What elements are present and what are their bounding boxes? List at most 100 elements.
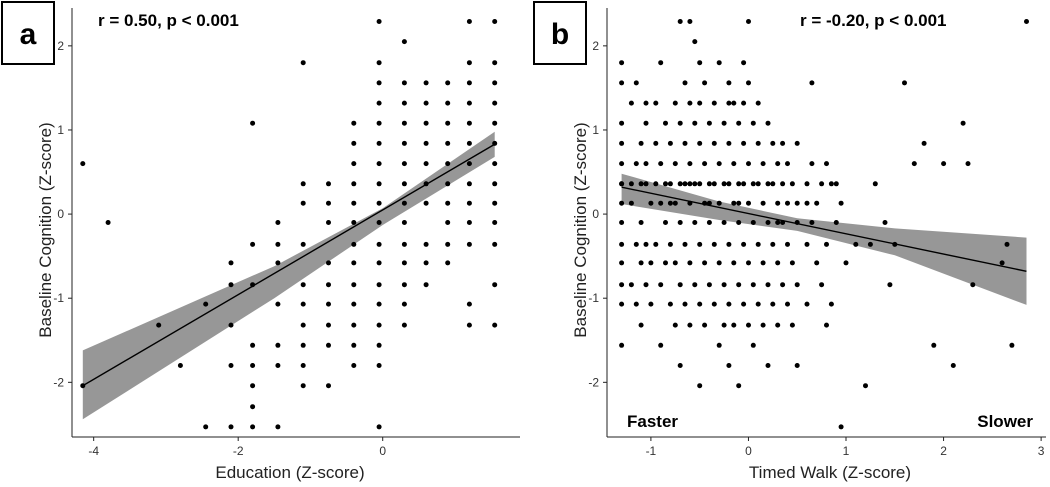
panel-b-data-point	[960, 120, 966, 126]
panel-b-data-point	[921, 140, 927, 146]
panel-b-data-point	[716, 60, 722, 66]
panel-b-data-point	[843, 260, 849, 266]
panel-b-data-point	[653, 241, 659, 247]
panel-b-data-point	[697, 301, 703, 307]
panel-b-data-point	[741, 181, 747, 187]
panel-b-data-point	[736, 200, 742, 206]
panel-a-data-point	[250, 342, 256, 348]
panel-b-data-point	[648, 200, 654, 206]
panel-b-data-point	[1004, 241, 1010, 247]
panel-b-data-point	[965, 161, 971, 167]
panel-b-data-point	[672, 260, 678, 266]
panel-b-data-point	[663, 181, 668, 187]
panel-b-data-point	[697, 140, 703, 146]
panel-b-data-point	[750, 220, 756, 225]
panel-b-data-point	[643, 241, 649, 247]
panel-b-data-point	[755, 181, 761, 187]
panel-b-data-point	[687, 260, 693, 266]
panel-a-data-point	[466, 161, 472, 167]
panel-a-data-point	[203, 424, 209, 430]
panel-a-data-point	[423, 260, 429, 266]
panel-b-data-point	[672, 322, 678, 328]
panel-b-data-point	[804, 301, 810, 307]
panel-a-data-point	[326, 220, 331, 225]
panel-b-data-point	[872, 181, 878, 187]
panel-b-data-point	[911, 161, 917, 167]
panel-b-data-point	[667, 301, 673, 307]
panel-a-data-point	[423, 120, 429, 126]
panel-b-data-point	[819, 181, 825, 187]
panel-b-data-point	[716, 200, 722, 206]
panel-b-data-point	[619, 60, 625, 66]
panel-a-data-point	[351, 200, 357, 206]
panel-b-data-point	[667, 241, 673, 247]
panel-a-data-point	[376, 322, 382, 328]
panel-a-data-point	[401, 181, 407, 187]
panel-b-data-point	[682, 80, 688, 86]
panel-b-data-point	[887, 282, 893, 288]
panel-a-data-point	[445, 161, 451, 167]
panel-b-data-point	[731, 161, 737, 167]
panel-b-data-point	[902, 80, 907, 86]
panel-b-data-point	[941, 161, 947, 167]
panel-b-data-point	[633, 301, 639, 307]
panel-b-data-point	[687, 19, 693, 24]
panel-b-data-point	[770, 241, 776, 247]
panel-a-data-point	[300, 282, 306, 288]
panel-b-data-point	[663, 220, 668, 225]
panel-b-data-point	[736, 120, 742, 126]
panel-a-data-point	[445, 100, 451, 106]
panel-a-data-point	[228, 282, 234, 288]
panel-b-data-point	[804, 241, 810, 247]
panel-a-data-point	[423, 80, 429, 86]
panel-b-data-point	[746, 80, 751, 86]
panel-b-data-point	[721, 181, 727, 187]
panel-b-label-box	[533, 1, 587, 65]
panel-b-data-point	[726, 241, 732, 247]
panel-b-data-point	[706, 120, 712, 126]
panel-a-data-point	[466, 60, 472, 66]
panel-a-data-point	[300, 241, 306, 247]
panel-b-data-point	[628, 200, 634, 206]
panel-a-data-point	[300, 383, 306, 389]
panel-a-data-point	[275, 260, 281, 266]
panel-b-data-point	[687, 181, 693, 187]
panel-a-data-point	[351, 322, 357, 328]
panel-b-data-point	[638, 140, 644, 146]
panel-a: a r = 0.50, p < 0.001 -2 -1 0 1 2 -4 -2 0 Educa…	[1, 1, 520, 482]
panel-a-data-point	[376, 19, 382, 24]
panel-b-data-point	[824, 161, 829, 167]
panel-b-data-point	[658, 282, 664, 288]
panel-b-data-point	[687, 100, 693, 106]
panel-b-data-point	[853, 241, 859, 247]
panel-a-data-point	[492, 200, 498, 206]
panel-b-data-point	[775, 260, 781, 266]
panel-a-fit-line	[82, 143, 496, 387]
panel-a-data-point	[250, 241, 256, 247]
panel-b-data-point	[711, 100, 717, 106]
panel-a-data-point	[466, 19, 472, 24]
panel-b-data-point	[741, 140, 747, 146]
panel-a-data-point	[466, 322, 472, 328]
panel-b-data-point	[648, 260, 654, 266]
panel-b-data-point	[702, 260, 708, 266]
panel-b-data-point	[775, 322, 781, 328]
panel-a-data-point	[177, 363, 183, 368]
panel-a-data-point	[492, 322, 498, 328]
panel-a-data-point	[228, 424, 234, 430]
panel-a-data-point	[466, 220, 472, 225]
panel-b-annotation-faster: Faster	[627, 412, 678, 431]
panel-b-data-point	[638, 181, 644, 187]
panel-b-x-tick-label: 0	[745, 444, 752, 458]
panel-b-data-point	[726, 140, 732, 146]
panel-b-data-point	[867, 241, 873, 247]
panel-b-data-point	[755, 140, 761, 146]
panel-a-data-point	[445, 120, 451, 126]
panel-b-fit-line	[621, 186, 1027, 272]
panel-a-data-point	[228, 260, 234, 266]
panel-b-data-point	[794, 363, 800, 368]
panel-b-data-point	[750, 282, 756, 288]
panel-b-data-point	[755, 301, 761, 307]
panel-b-data-point	[736, 383, 742, 389]
panel-b-data-point	[785, 241, 790, 247]
